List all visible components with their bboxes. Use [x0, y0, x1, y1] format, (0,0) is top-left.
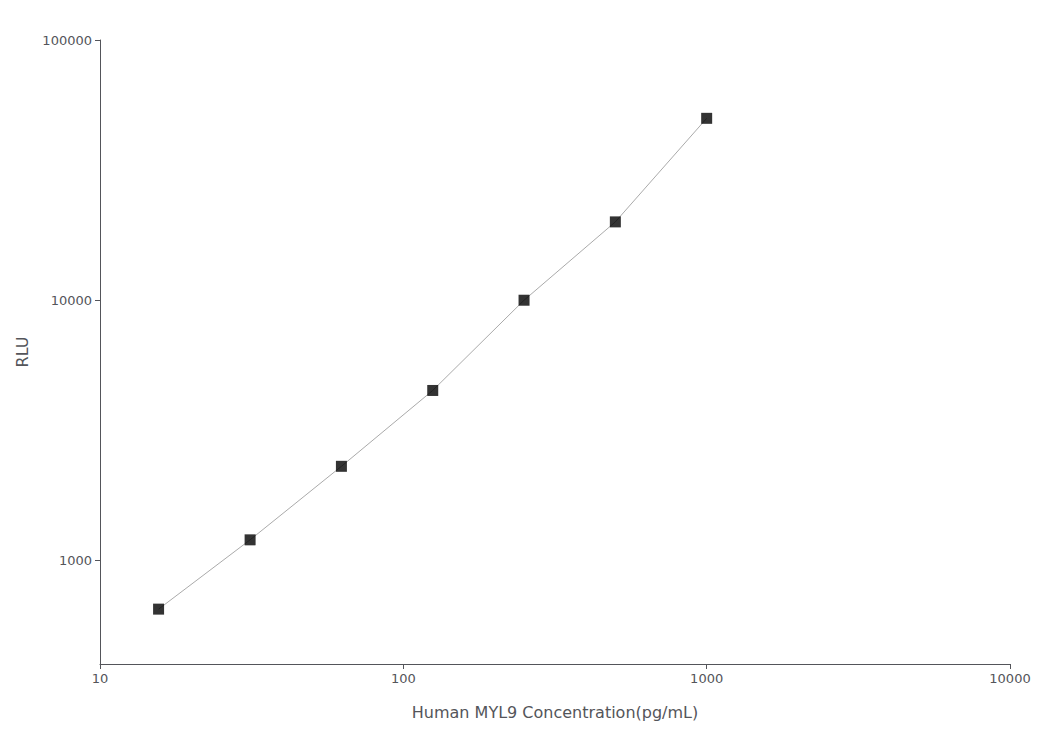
svg-text:RLU: RLU: [13, 337, 32, 368]
svg-text:100000: 100000: [42, 33, 92, 48]
svg-text:10000: 10000: [989, 671, 1030, 686]
svg-text:1000: 1000: [690, 671, 723, 686]
svg-text:100: 100: [391, 671, 416, 686]
svg-text:10: 10: [92, 671, 109, 686]
svg-text:10000: 10000: [51, 293, 92, 308]
svg-text:Human MYL9 Concentration(pg/mL: Human MYL9 Concentration(pg/mL): [412, 703, 698, 722]
svg-text:1000: 1000: [59, 553, 92, 568]
